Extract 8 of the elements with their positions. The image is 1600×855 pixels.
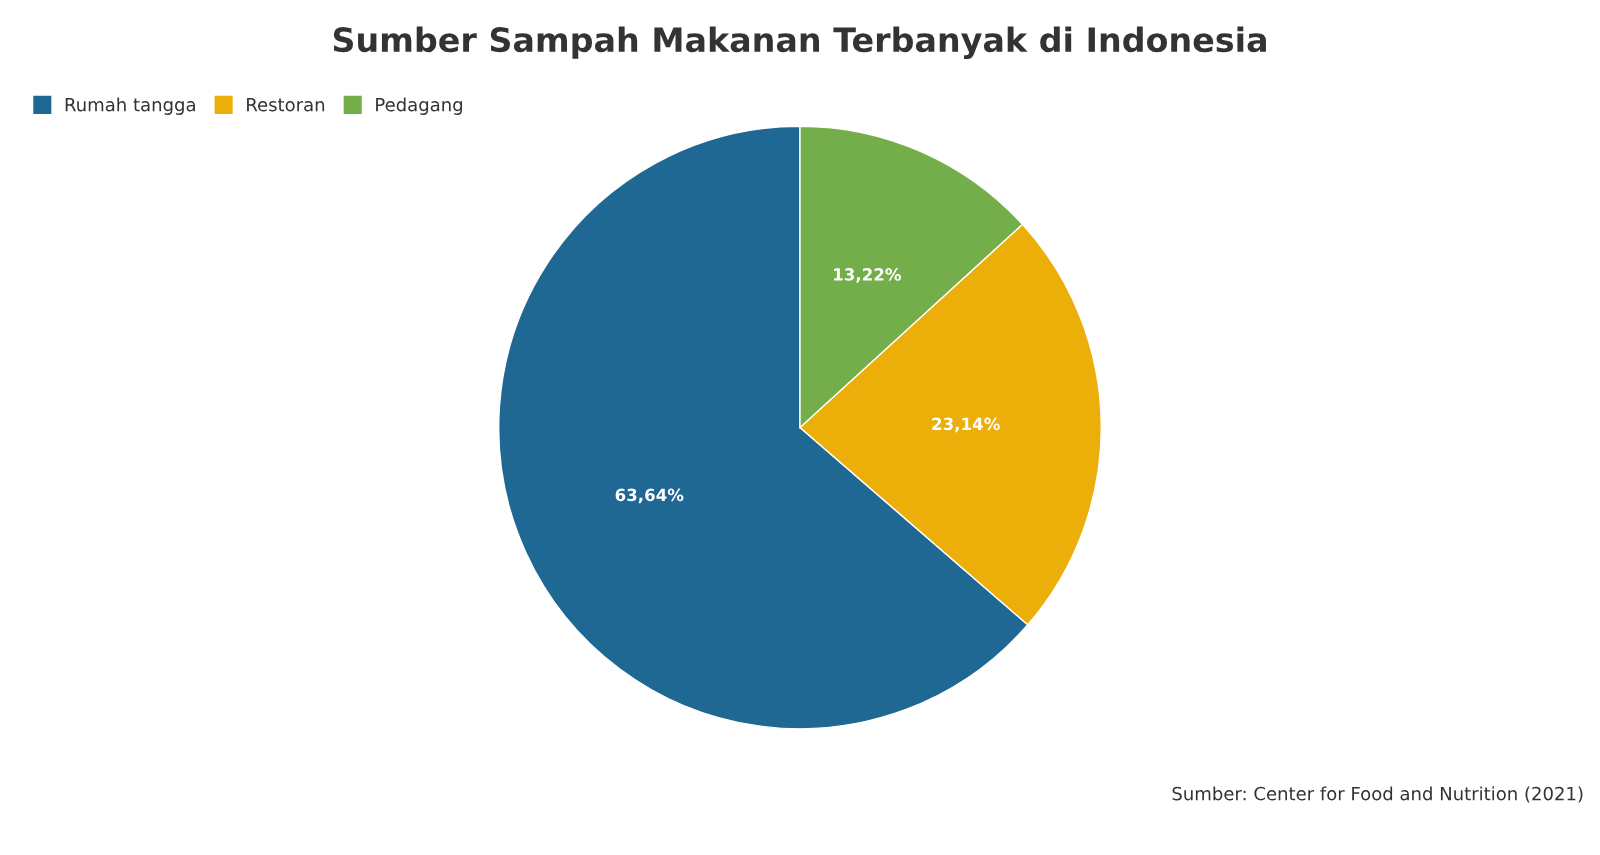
data-label: 63,64% xyxy=(615,488,684,504)
data-label: 23,14% xyxy=(932,417,1000,433)
legend-label: Restoran xyxy=(247,98,325,112)
data-label: 13,22% xyxy=(834,268,902,283)
legend-label: Pedagang xyxy=(376,97,463,115)
legend-label: Rumah tangga xyxy=(65,97,195,115)
text: Sumber: Center for Food and Nutrition (2021) xyxy=(1172,786,1583,803)
chart-title: Sumber Sampah Makanan Terbanyak di Indonesia xyxy=(333,26,1266,60)
